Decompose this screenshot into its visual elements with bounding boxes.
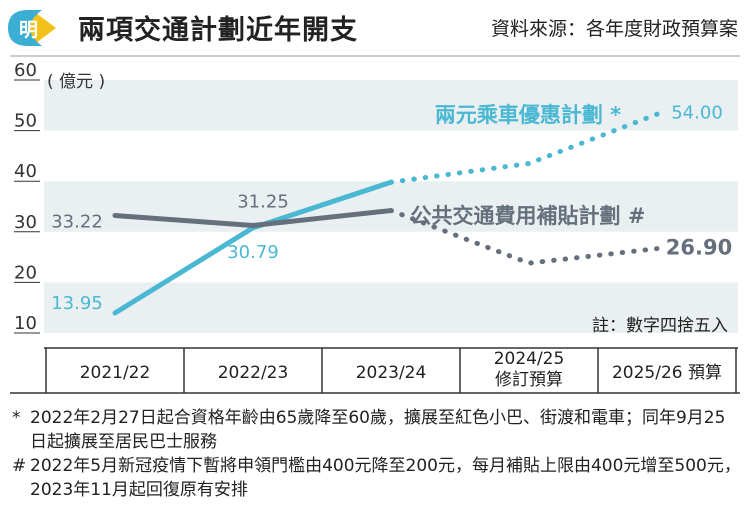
- rounding-note: 註：數字四捨五入: [592, 316, 728, 336]
- x-tick-label: 2022/23: [218, 363, 289, 383]
- grid-band: [44, 282, 738, 333]
- data-label: 13.95: [51, 293, 103, 314]
- footnote-star: * 2022年2月27日起合資格年齡由65歲降至60歲，擴展至紅色小巴、街渡和電…: [12, 406, 742, 454]
- y-unit-label: ( 億元 ): [47, 72, 106, 92]
- footnote-mark: *: [12, 408, 21, 428]
- grid-band: [44, 80, 738, 131]
- footnote-hash: # 2022年5月新冠疫情下暫將申領門檻由400元降至200元，每月補貼上限由4…: [12, 454, 742, 502]
- chart-title: 兩項交通計劃近年開支: [78, 15, 358, 46]
- series-line-dotted: [388, 107, 670, 185]
- brand-logo-text: 明: [19, 19, 38, 41]
- series-line-solid: [112, 208, 394, 228]
- y-tick-label: 30: [14, 212, 37, 233]
- y-tick-label: 50: [14, 111, 37, 132]
- x-tick-label: 2023/24: [356, 363, 427, 383]
- x-tick-label: 2021/22: [80, 363, 151, 383]
- x-tick-label: 修訂預算: [495, 370, 563, 390]
- series-line-dotted: [388, 208, 670, 266]
- x-tick-label: 2025/26 預算: [612, 363, 722, 383]
- y-tick-label: 40: [14, 161, 37, 182]
- data-label: 26.90: [666, 235, 732, 259]
- y-tick-label: 20: [14, 262, 37, 283]
- data-label: 54.00: [671, 102, 723, 123]
- source-note: 資料來源：各年度財政預算案: [490, 18, 738, 40]
- chart: 10 20 30 40 50 60 2021/22 2022/23 2023/24 2024/25…: [10, 55, 740, 394]
- x-tick-label: 2024/25: [494, 349, 565, 369]
- y-tick-label: 10: [14, 313, 37, 334]
- data-label: 30.79: [227, 242, 279, 263]
- footnotes: * 2022年2月27日起合資格年齡由65歲降至60歲，擴展至紅色小巴、街渡和電…: [12, 406, 742, 502]
- series-name-label: 公共交通費用補貼計劃 #: [411, 204, 646, 228]
- footnote-text: 2022年5月新冠疫情下暫將申領門檻由400元降至200元，每月補貼上限由400…: [30, 456, 741, 500]
- brand-logo-icon: 明: [8, 10, 56, 46]
- footnote-text: 2022年2月27日起合資格年齡由65歲降至60歲，擴展至紅色小巴、街渡和電車；…: [30, 408, 726, 452]
- grid-band: [44, 181, 738, 232]
- data-label: 33.22: [51, 212, 103, 233]
- footnote-mark: #: [12, 456, 27, 476]
- data-label: 31.25: [237, 191, 289, 212]
- series-name-label: 兩元乘車優惠計劃 *: [435, 103, 621, 127]
- y-tick-label: 60: [14, 60, 37, 81]
